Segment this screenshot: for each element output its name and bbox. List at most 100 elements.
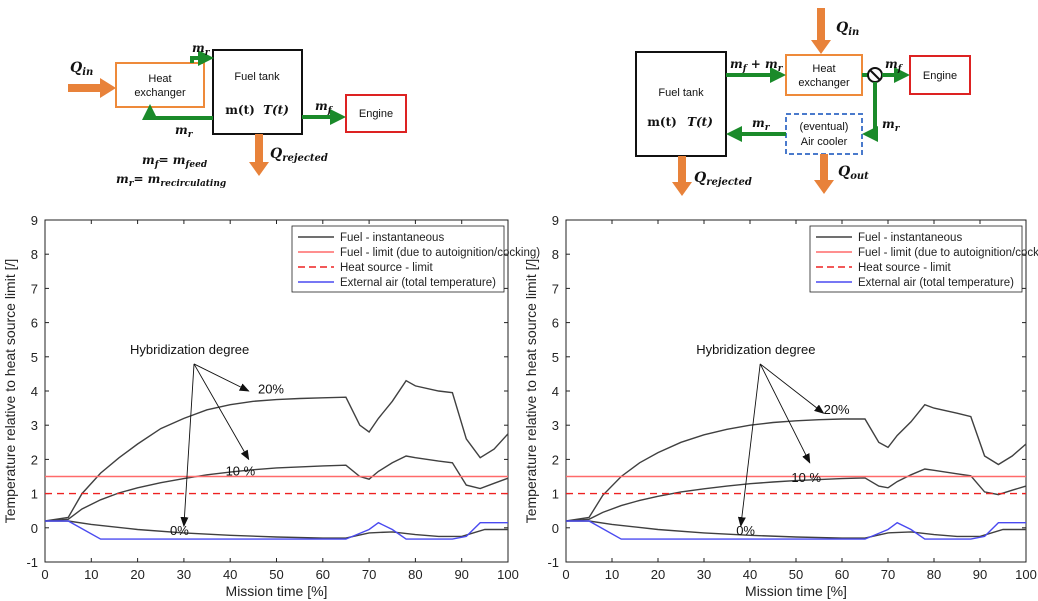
right-series-line-1 [565,468,1027,522]
left-eq-feed: mf= mfeed [142,153,208,170]
left-ytick-label: 9 [31,213,38,228]
right-annotation-arrow [759,363,811,464]
left-hx-line1: Heat [148,73,171,85]
left-legend-entry: External air (total temperature) [340,277,496,289]
right-series-line-2 [566,520,1026,539]
left-ytick-label: 6 [31,316,38,331]
right-mfmr-label: mf + mr [730,57,784,74]
left-legend-entry: Fuel - instantaneous [340,232,444,244]
left-series-line-0 [44,379,509,522]
right-ytick-label: 0 [552,521,559,536]
left-eq-recirc: mr= mrecirculating [116,172,226,189]
right-tank-mass: m(t) [647,115,677,129]
left-hybridization-annotation: Hybridization degree [130,342,249,357]
right-cooler-line1: (eventual) [800,121,849,133]
left-xtick-label: 100 [497,567,519,582]
right-legend-entry: Heat source - limit [858,262,951,274]
right-tank-temp: T(t) [687,115,713,129]
right-xtick-label: 90 [973,567,987,582]
right-engine-box [909,55,971,95]
right-ytick-label: 3 [552,418,559,433]
right-valve-slash [869,69,881,81]
left-tank-temp: T(t) [263,103,289,117]
left-ytick-label: 3 [31,418,38,433]
right-ytick-label: 1 [552,487,559,502]
left-series-label: 10 % [226,463,256,478]
right-series-label: 0% [736,523,755,538]
right-xtick-label: 40 [743,567,757,582]
left-xlabel: Mission time [%] [226,583,328,599]
left-mf-label: mf [315,99,334,116]
left-engine-box [345,94,407,133]
left-xtick-label: 40 [223,567,237,582]
left-ytick-label: 5 [31,350,38,365]
left-qin-arrow [68,78,116,98]
right-legend-entry: External air (total temperature) [858,277,1014,289]
left-xtick-label: 30 [177,567,191,582]
left-xtick-label: 20 [130,567,144,582]
left-ylabel: Temperature relative to heat source limi… [2,259,18,524]
right-series-label: 10 % [791,470,821,485]
right-xtick-label: 50 [789,567,803,582]
left-xtick-label: 90 [454,567,468,582]
right-qout-label: Qout [838,164,869,182]
left-ytick-label: 2 [31,452,38,467]
right-qout-arrow [814,154,834,194]
right-air-cooler-box [785,113,863,155]
left-qrejected-arrow [249,134,269,176]
left-heat-exchanger-box [115,62,205,108]
right-xtick-label: 80 [927,567,941,582]
left-qin-label: Qin [70,60,93,78]
left-legend-entry: Heat source - limit [340,262,433,274]
left-series-line-2 [45,520,508,539]
right-fuel-tank-label: Fuel tank [658,87,704,99]
right-qin-label: Qin [836,20,859,38]
right-ytick-label: 9 [552,213,559,228]
right-xtick-label: 30 [697,567,711,582]
right-qrejected-arrow [672,156,692,196]
left-xtick-label: 80 [408,567,422,582]
right-xtick-label: 0 [562,567,569,582]
right-xtick-label: 10 [605,567,619,582]
left-ytick-label: -1 [26,555,38,570]
right-chart: 0 10 20 30 40 50 60 70 80 90 100-10123456789Missio… [523,213,1038,599]
right-mr-right-label: mr [882,117,901,134]
left-engine-label: Engine [359,108,393,120]
right-ytick-label: 7 [552,281,559,296]
right-legend-entry: Fuel - instantaneous [858,232,962,244]
right-xtick-label: 100 [1015,567,1037,582]
left-series-label: 20% [258,381,284,396]
right-xtick-label: 70 [881,567,895,582]
left-tank-mass: m(t) [225,103,255,117]
left-ytick-label: 4 [31,384,38,399]
left-legend-entry: Fuel - limit (due to autoignition/cockin… [340,247,540,259]
right-series-label: 20% [824,402,850,417]
right-xtick-label: 20 [651,567,665,582]
left-annotation-arrow [180,363,195,528]
left-annotation-arrow [193,363,250,392]
right-qrejected-label: Qrejected [694,170,752,188]
left-xtick-label: 10 [84,567,98,582]
left-fuel-tank-box [212,49,303,135]
right-xtick-label: 60 [835,567,849,582]
left-fuel-tank-label: Fuel tank [234,71,280,83]
right-hybridization-annotation: Hybridization degree [696,342,815,357]
right-hx-line1: Heat [812,63,835,75]
right-cooler-line2: Air cooler [801,136,848,148]
left-series-line-1 [44,455,509,522]
right-ytick-label: 5 [552,350,559,365]
left-xtick-label: 50 [269,567,283,582]
left-ytick-label: 8 [31,247,38,262]
right-mr-mid-label: mr [752,116,771,133]
left-series-label: 0% [170,523,189,538]
right-qin-arrow [811,8,831,54]
right-mf-label: mf [885,57,904,74]
left-series-line-5 [45,520,508,540]
left-chart: 0 10 20 30 40 50 60 70 80 90 100-10123456789Missio… [2,213,540,599]
right-ytick-label: 6 [552,316,559,331]
right-ytick-label: 2 [552,452,559,467]
right-ytick-label: -1 [547,555,559,570]
right-hx-line2: exchanger [798,77,850,89]
right-ylabel: Temperature relative to heat source limi… [523,259,539,524]
